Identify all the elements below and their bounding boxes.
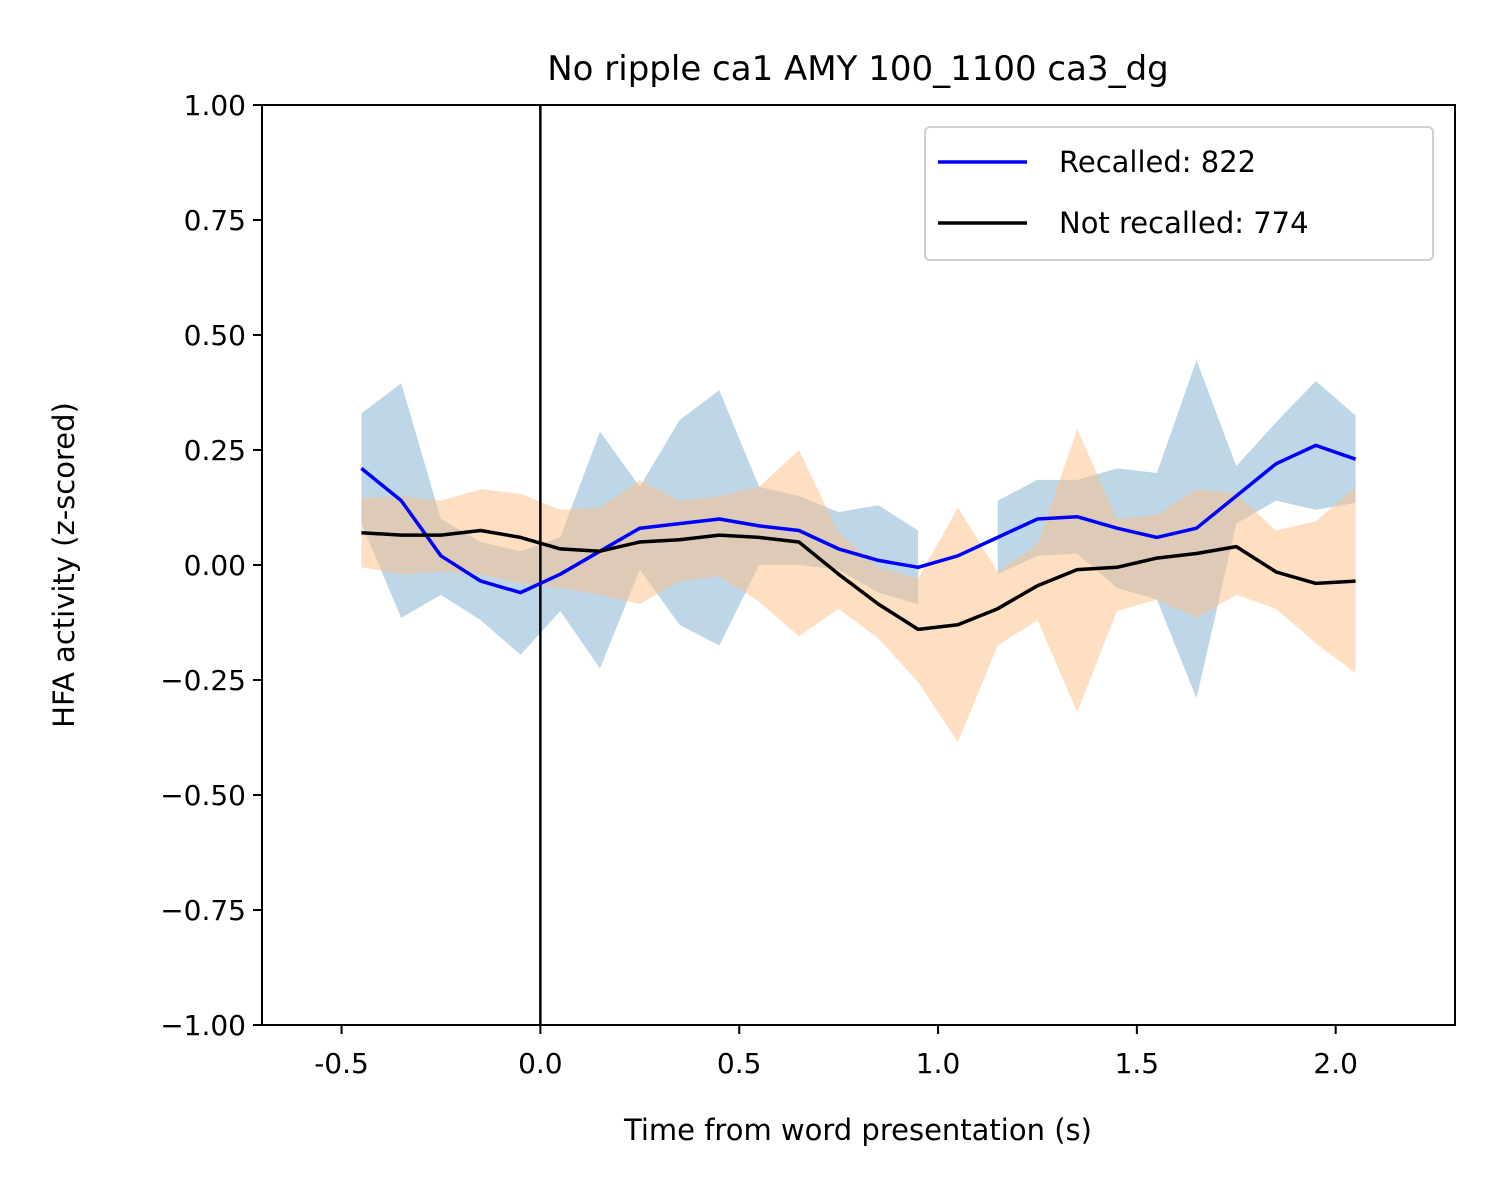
x-tick-label: 0.5 <box>717 1047 762 1080</box>
y-tick-label: 0.25 <box>184 434 246 467</box>
y-axis: 1.00 0.75 0.50 0.25 0.00 −0.25 −0.50 −0.75 −1.00 <box>160 89 262 1042</box>
y-tick-label: 0.00 <box>184 549 246 582</box>
legend-label-not-recalled: Not recalled: 774 <box>1059 206 1309 240</box>
y-tick-label: 0.75 <box>184 204 246 237</box>
legend-label-recalled: Recalled: 822 <box>1059 145 1256 179</box>
x-tick-label: 1.5 <box>1115 1047 1160 1080</box>
series-line-not-recalled <box>361 528 1356 632</box>
legend-frame <box>924 126 1434 261</box>
x-tick-label: 0.0 <box>518 1047 563 1080</box>
y-axis-title: HFA activity (z-scored) <box>47 402 81 728</box>
y-tick-label: −1.00 <box>160 1009 246 1042</box>
confidence-band-not-recalled-0 <box>361 429 1356 743</box>
y-tick-label: 0.50 <box>184 319 246 352</box>
series-line-recalled <box>360 443 1357 595</box>
legend: Recalled: 822 Not recalled: 774 <box>924 126 1434 261</box>
x-axis-title: Time from word presentation (s) <box>623 1113 1092 1147</box>
x-tick-label: -0.5 <box>314 1047 369 1080</box>
y-tick-label: −0.50 <box>160 779 246 812</box>
confidence-bands <box>361 360 1356 743</box>
series-lines <box>360 443 1357 632</box>
y-tick-label: −0.75 <box>160 894 246 927</box>
x-tick-label: 2.0 <box>1313 1047 1358 1080</box>
y-tick-label: −0.25 <box>160 664 246 697</box>
y-tick-label: 1.00 <box>184 89 246 122</box>
chart-title: No ripple ca1 AMY 100_1100 ca3_dg <box>547 49 1169 89</box>
x-axis: -0.5 0.0 0.5 1.0 1.5 2.0 <box>314 1025 1358 1080</box>
x-tick-label: 1.0 <box>916 1047 961 1080</box>
